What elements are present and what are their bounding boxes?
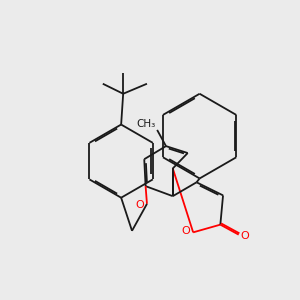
Text: O: O xyxy=(135,200,144,210)
Text: O: O xyxy=(182,226,190,236)
Text: O: O xyxy=(241,231,249,241)
Text: CH₃: CH₃ xyxy=(136,118,156,129)
